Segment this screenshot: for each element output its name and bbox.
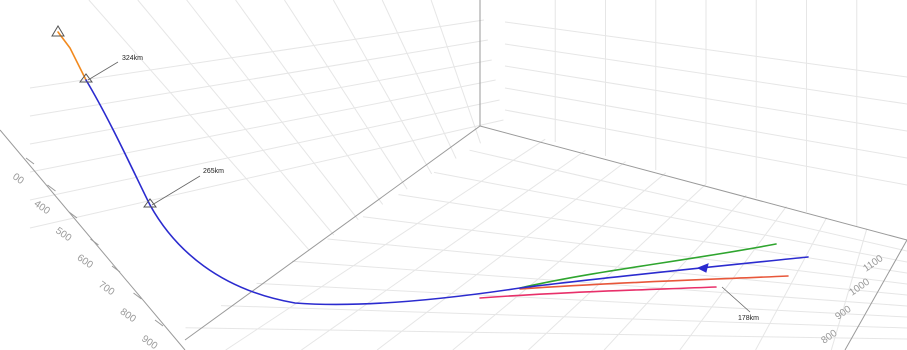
series-lines	[57, 31, 809, 306]
left-wall-grid-line	[29, 39, 488, 117]
floor-grid-line	[225, 138, 546, 350]
left-wall-grid-line	[29, 19, 484, 89]
left-axis-tick	[111, 265, 121, 273]
left-axis-tick-label: 900	[139, 333, 159, 350]
left-wall-grid-line	[29, 99, 500, 201]
right-floor-edge	[479, 125, 907, 241]
left-axis-tick-label: 400	[32, 198, 52, 217]
annotation-leader	[151, 175, 201, 206]
floor-grid-line	[376, 161, 626, 350]
series-line-0	[57, 31, 87, 81]
right-wall-grid-line	[504, 21, 907, 78]
left-wall-grid-line	[332, 0, 433, 175]
left-wall-grid-line	[29, 59, 492, 145]
right-axis-tick-label: 900	[833, 304, 853, 323]
start-marker	[51, 25, 65, 37]
annotations: 324km 265km 178km	[87, 55, 759, 322]
left-wall-grid-line	[137, 0, 335, 236]
left-axis-tick	[154, 319, 164, 327]
annotation-leader	[87, 61, 119, 81]
series-line-2	[519, 243, 777, 289]
point-marker	[143, 198, 157, 208]
left-wall-grid-line	[88, 0, 310, 251]
right-axis-line	[844, 239, 907, 350]
annotation-leader	[721, 286, 751, 313]
left-wall-grid-line	[186, 0, 359, 221]
floor-grid-line	[755, 217, 828, 350]
right-wall-grid-line	[504, 43, 907, 105]
left-axis-tick	[47, 184, 56, 192]
left-wall-grid-line	[430, 0, 482, 144]
floor-grid-line	[830, 228, 868, 350]
left-floor-edge	[184, 125, 481, 341]
left-axis-tick	[68, 211, 78, 219]
annotation-label: 265km	[203, 168, 224, 175]
left-axis-tick	[90, 238, 99, 246]
right-wall-grid-line	[504, 87, 907, 159]
series-line-1	[85, 79, 809, 306]
left-axis-tick-label: 500	[53, 225, 73, 244]
left-wall-grid-line	[284, 0, 408, 190]
series-line-4	[519, 275, 789, 290]
series-line-3	[479, 286, 717, 299]
markers	[51, 25, 709, 273]
point-marker	[79, 73, 93, 83]
floor-grid-line	[452, 172, 667, 350]
left-axis-tick	[25, 157, 35, 165]
left-wall-grid-line	[29, 79, 496, 173]
right-wall-grid-line	[504, 109, 907, 186]
left-axis-tick-label: 800	[118, 306, 138, 325]
left-wall-grid-line	[235, 0, 384, 205]
left-axis-tick-label: 600	[75, 252, 95, 271]
left-axis-tick-label: 00	[10, 171, 26, 187]
left-wall-grid-line	[381, 0, 457, 159]
floor-grid-line	[603, 194, 747, 350]
left-wall-grid-line	[29, 119, 504, 229]
right-axis-tick-label: 1100	[861, 253, 885, 275]
floor-grid-line	[301, 149, 586, 350]
floor-grid-line	[528, 183, 707, 350]
direction-arrow	[696, 263, 709, 273]
annotation-label: 178km	[738, 315, 759, 322]
left-axis-tick	[133, 292, 142, 300]
right-wall-grid-line	[504, 65, 907, 132]
annotation-label: 324km	[122, 55, 143, 62]
left-axis-tick-label: 700	[96, 279, 116, 298]
grid	[29, 0, 907, 350]
